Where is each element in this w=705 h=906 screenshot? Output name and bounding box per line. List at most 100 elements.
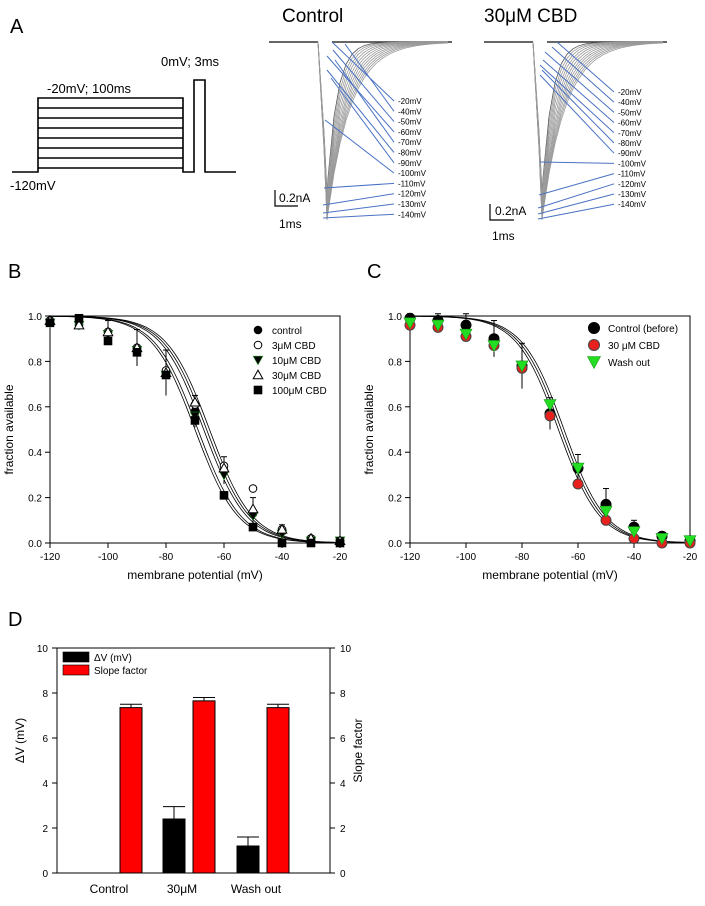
- data-point: [543, 399, 557, 412]
- y-tick-label: 4: [42, 779, 48, 790]
- voltage-label: -40mV: [618, 98, 642, 107]
- y-axis-title: ΔV (mV): [13, 718, 27, 763]
- data-point: [335, 538, 345, 548]
- legend-label: ΔV (mV): [94, 653, 132, 664]
- current-trace: [317, 41, 449, 219]
- voltage-label: -140mV: [618, 200, 647, 209]
- scale-current-cbd: 0.2nA: [495, 204, 526, 218]
- voltage-label: -80mV: [618, 139, 642, 148]
- voltage-label: -60mV: [398, 128, 422, 137]
- panel-label-d: D: [8, 609, 22, 631]
- data-point: [161, 370, 171, 380]
- scale-time-cbd: 1ms: [492, 229, 515, 243]
- y-tick-label: 0.0: [388, 539, 402, 550]
- x-tick-label: -60: [571, 552, 586, 563]
- voltage-leader-line: [322, 203, 395, 214]
- y-tick-label: 0.2: [28, 494, 42, 505]
- voltage-label: -60mV: [618, 119, 642, 128]
- x-tick-label: -120: [40, 552, 60, 563]
- y2-tick-label: 4: [340, 779, 346, 790]
- current-traces-cbd: [484, 41, 667, 221]
- y-axis-title: fraction available: [2, 384, 16, 474]
- data-point: [73, 319, 85, 330]
- plot-frame: [49, 315, 341, 544]
- voltage-label: -70mV: [618, 129, 642, 138]
- bar: [192, 700, 216, 874]
- voltage-leader-line: [537, 203, 615, 220]
- y-tick-label: 0.8: [388, 357, 402, 368]
- protocol-label-prepulse: -20mV; 100ms: [47, 81, 132, 96]
- chart-panel-b: -120 -100 -80 -60 -40 -20 0.0 0.2 0.4 0.6 0.8 1.0 me…: [2, 312, 348, 582]
- voltage-label: -20mV: [618, 88, 642, 97]
- legend-marker: [252, 355, 264, 366]
- category-label: 30μM: [167, 882, 197, 896]
- y2-tick-label: 6: [340, 734, 346, 745]
- data-point: [655, 533, 669, 546]
- y-tick-label: 6: [42, 734, 48, 745]
- x-axis-title: membrane potential (mV): [482, 568, 617, 582]
- data-point: [599, 505, 613, 518]
- protocol-label-test: 0mV; 3ms: [161, 54, 220, 69]
- y-tick-label: 0: [42, 869, 48, 880]
- data-point: [219, 491, 229, 500]
- legend-label: 30μM CBD: [272, 371, 321, 382]
- y2-axis-title: Slope factor: [351, 718, 365, 782]
- x-tick-label: -120: [400, 552, 420, 563]
- fit-curve: [50, 315, 340, 544]
- protocol-outline: [12, 79, 236, 173]
- legend-marker: [586, 356, 602, 370]
- voltage-label: -120mV: [398, 190, 427, 199]
- voltage-label: -80mV: [398, 149, 422, 158]
- scale-current-control: 0.2nA: [279, 191, 310, 205]
- data-point: [276, 523, 288, 534]
- voltage-label: -130mV: [618, 190, 647, 199]
- x-tick-label: -20: [683, 552, 698, 563]
- data-point: [248, 522, 258, 532]
- voltage-label: -70mV: [398, 138, 422, 147]
- voltage-leader-line: [539, 161, 615, 164]
- legend-label: Wash out: [608, 358, 650, 369]
- y-tick-label: 0.0: [28, 539, 42, 550]
- x-tick-label: -100: [98, 552, 118, 563]
- legend-marker: [252, 369, 264, 380]
- voltage-label: -90mV: [398, 159, 422, 168]
- data-point: [247, 503, 259, 514]
- voltage-label: -100mV: [398, 169, 427, 178]
- voltage-leader-line: [330, 77, 395, 164]
- legend-label: Control (before): [608, 324, 678, 335]
- data-point: [544, 410, 556, 422]
- y-tick-label: 1.0: [388, 312, 402, 323]
- voltage-label: -50mV: [398, 118, 422, 127]
- data-point: [403, 317, 417, 330]
- bar: [162, 818, 186, 874]
- legend-label: 3μM CBD: [272, 341, 316, 352]
- x-tick-label: -100: [456, 552, 476, 563]
- voltage-leader-line: [539, 64, 615, 134]
- voltage-labels-cbd: -20mV-40mV-50mV -60mV-70mV-80mV-90mV-100m…: [537, 41, 647, 220]
- voltage-label: -50mV: [618, 108, 642, 117]
- legend-label: 100μM CBD: [272, 386, 327, 397]
- legend-swatch: [62, 651, 90, 663]
- bar: [266, 707, 290, 874]
- x-tick-label: -40: [627, 552, 642, 563]
- x-tick-label: -40: [275, 552, 290, 563]
- voltage-leader-line: [551, 46, 615, 103]
- voltage-leader-line: [332, 49, 395, 122]
- voltage-label: -130mV: [398, 200, 427, 209]
- x-tick-label: -60: [217, 552, 232, 563]
- data-point: [132, 348, 142, 357]
- voltage-label: -120mV: [618, 180, 647, 189]
- voltage-label: -20mV: [398, 97, 422, 106]
- y-tick-label: 0.6: [28, 403, 42, 414]
- voltage-label: -110mV: [398, 179, 426, 188]
- data-point: [190, 416, 200, 425]
- legend-swatch: [62, 664, 90, 676]
- current-trace: [317, 41, 449, 221]
- y-axis-title: fraction available: [362, 384, 376, 474]
- legend-marker: [253, 325, 263, 335]
- voltage-leader-line: [324, 119, 395, 174]
- y-tick-label: 8: [42, 689, 48, 700]
- chart-panel-d: 0 0 2 2 4 4 6 6 8 8 10 10 ΔV (mV) Slope factor Control…: [13, 644, 365, 896]
- bar: [236, 845, 260, 874]
